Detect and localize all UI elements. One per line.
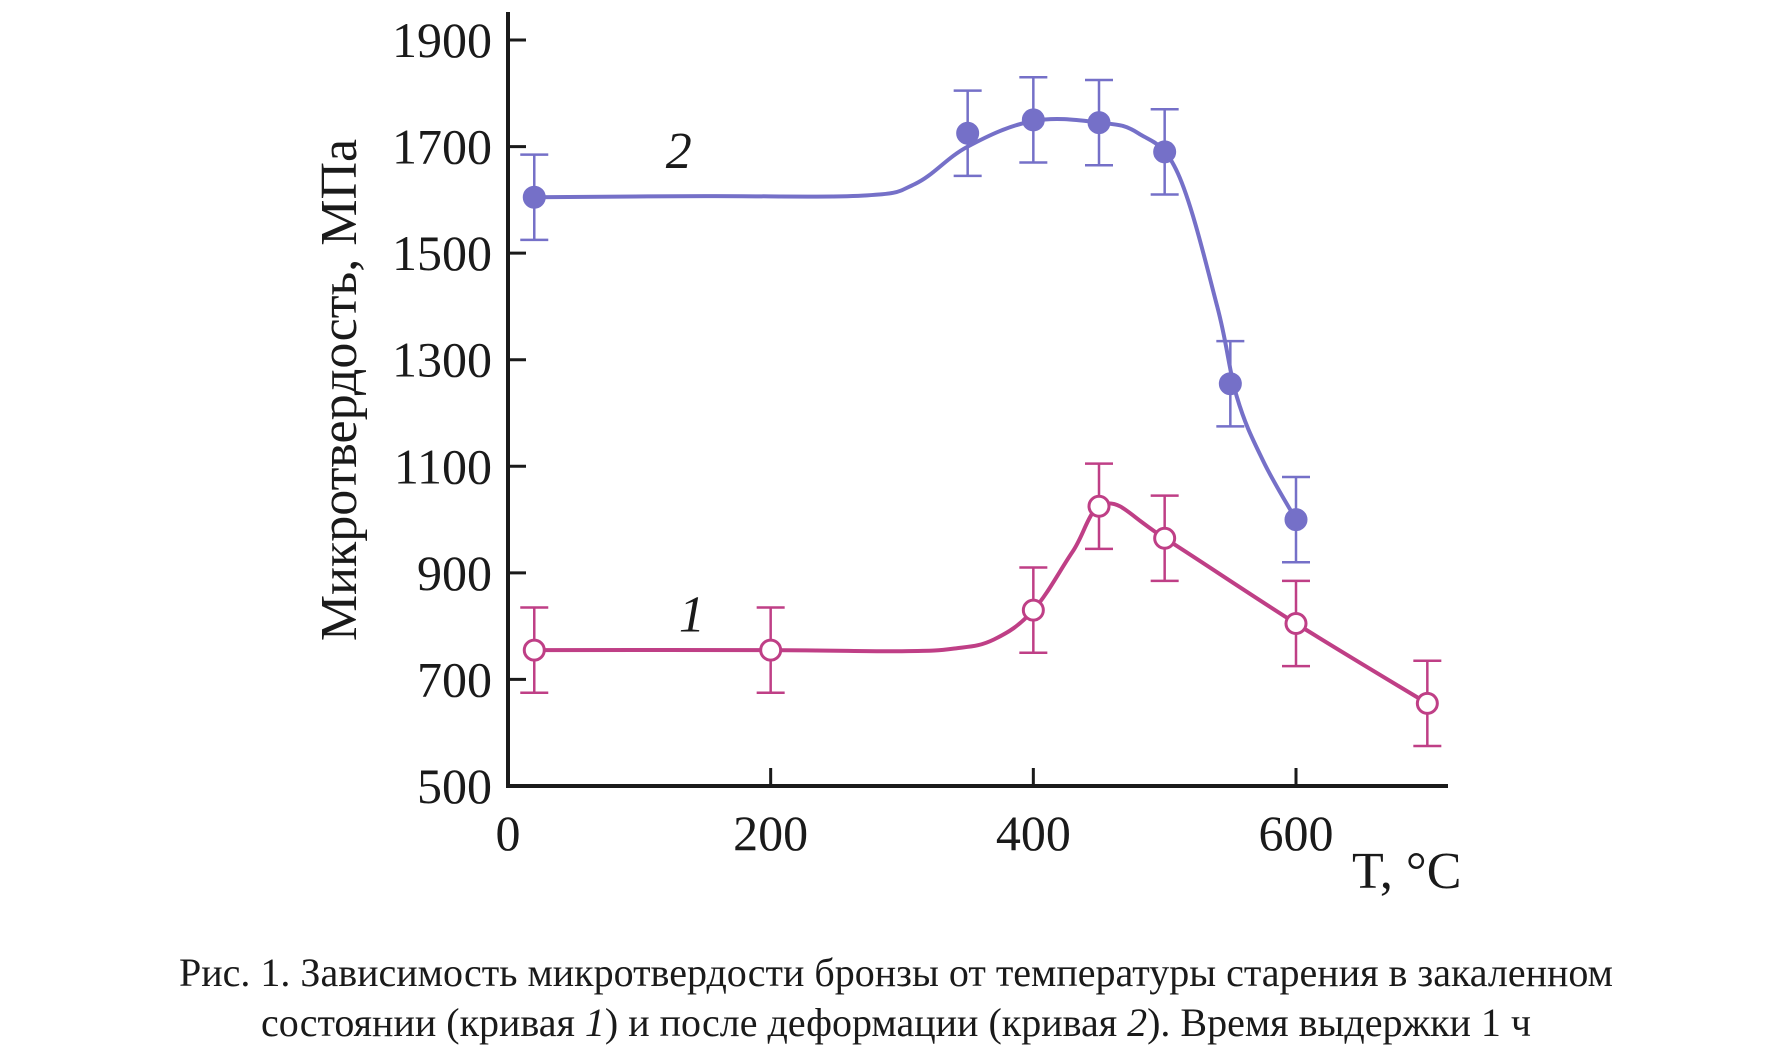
y-tick-label: 1900 [392,12,492,68]
data-point [956,121,980,145]
data-point [1284,611,1308,635]
y-tick-label: 500 [417,758,492,814]
caption-text: состоянии (кривая [260,1000,585,1045]
data-point [759,638,783,662]
curve-label-2: 2 [666,123,692,180]
data-point [1153,526,1177,550]
caption-curve-ref-1: 1 [584,1000,605,1045]
series-line [534,501,1429,706]
x-axis-label: T, °C [1352,843,1461,900]
data-point [1087,111,1111,135]
figure-caption: Рис. 1. Зависимость микротвердости бронз… [0,948,1792,1048]
data-point [1087,494,1111,518]
data-point [1021,108,1045,132]
y-tick-label: 900 [417,545,492,601]
series-2: 2 [520,76,1310,564]
y-tick-label: 1300 [392,332,492,388]
x-tick-label: 0 [496,805,521,861]
data-point [1218,372,1242,396]
x-tick-label: 600 [1259,805,1334,861]
data-point [522,185,546,209]
x-tick-label: 400 [996,805,1071,861]
series-line [534,117,1298,521]
tick-group: 500 700 900 1100 1300 1500 1700 1900 0 200 400 600 [392,12,1334,861]
data-point [1415,691,1439,715]
y-tick-label: 1700 [392,119,492,175]
caption-line-2: состоянии (кривая 1) и после деформации … [0,998,1792,1048]
y-axis-label: Микротвердость, МПа [311,139,368,641]
series-group: 12 [520,76,1442,748]
data-point [522,638,546,662]
y-tick-label: 1500 [392,225,492,281]
caption-curve-ref-2: 2 [1127,1000,1148,1045]
caption-text: ) и после деформации (кривая [604,1000,1128,1045]
curve-label-1: 1 [679,586,705,643]
data-point [1153,140,1177,164]
y-tick-label: 700 [417,651,492,707]
axes [506,12,1448,788]
y-tick-label: 1100 [394,438,492,494]
x-tick-label: 200 [733,805,808,861]
data-point [1021,598,1045,622]
caption-text: ). Время выдержки 1 ч [1147,1000,1532,1045]
series-1: 1 [520,462,1442,748]
data-point [1284,508,1308,532]
caption-line-1: Рис. 1. Зависимость микротвердости бронз… [179,950,1613,995]
